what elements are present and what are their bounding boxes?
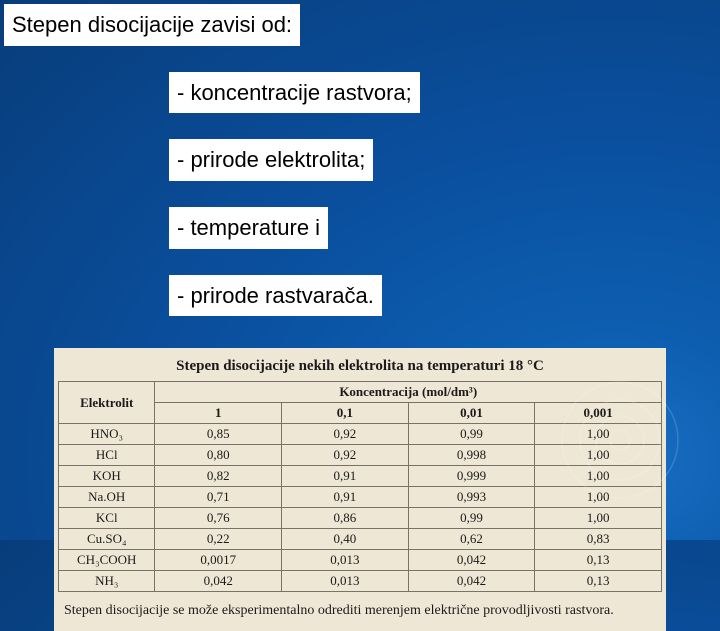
table-cell: 1,00 (535, 424, 662, 445)
table-cell: 0,91 (282, 487, 409, 508)
page-title: Stepen disocijacije zavisi od: (4, 4, 300, 46)
table-cell: 0,13 (535, 571, 662, 592)
list-item: - koncentracije rastvora; (169, 72, 420, 114)
row-label: Na.OH (59, 487, 155, 508)
data-table-container: Stepen disocijacije nekih elektrolita na… (54, 348, 666, 630)
table-row: Na.OH0,710,910,9931,00 (59, 487, 662, 508)
table-cell: 0,999 (408, 466, 535, 487)
table-cell: 0,76 (155, 508, 282, 529)
table-cell: 0,71 (155, 487, 282, 508)
row-label: KCl (59, 508, 155, 529)
table-row: KOH0,820,910,9991,00 (59, 466, 662, 487)
table-row: KCl0,760,860,991,00 (59, 508, 662, 529)
table-cell: 0,993 (408, 487, 535, 508)
table-cell: 0,82 (155, 466, 282, 487)
table-cell: 0,042 (155, 571, 282, 592)
table-cell: 0,22 (155, 529, 282, 550)
table-cell: 0,92 (282, 424, 409, 445)
table-cell: 0,013 (282, 571, 409, 592)
table-cell: 1,00 (535, 445, 662, 466)
table-header: 0,1 (282, 403, 409, 424)
table-header: 0,001 (535, 403, 662, 424)
table-cell: 1,00 (535, 466, 662, 487)
table-header: 0,01 (408, 403, 535, 424)
list-item: - prirode rastvarača. (169, 275, 382, 317)
table-cell: 0,042 (408, 571, 535, 592)
table-cell: 0,92 (282, 445, 409, 466)
table-header: 1 (155, 403, 282, 424)
data-table: Elektrolit Koncentracija (mol/dm³) 1 0,1… (58, 381, 662, 592)
table-row: HCl0,800,920,9981,00 (59, 445, 662, 466)
row-label: NH₃ (59, 571, 155, 592)
table-title: Stepen disocijacije nekih elektrolita na… (58, 352, 662, 381)
table-cell: 0,62 (408, 529, 535, 550)
list-item: - temperature i (169, 207, 328, 249)
table-cell: 0,40 (282, 529, 409, 550)
table-cell: 0,13 (535, 550, 662, 571)
table-cell: 0,0017 (155, 550, 282, 571)
table-cell: 0,99 (408, 424, 535, 445)
table-header-rowlabel: Elektrolit (59, 382, 155, 424)
table-cell: 1,00 (535, 508, 662, 529)
table-row: Cu.SO₄0,220,400,620,83 (59, 529, 662, 550)
list-item: - prirode elektrolita; (169, 139, 373, 181)
table-row: HNO₃0,850,920,991,00 (59, 424, 662, 445)
table-cell: 0,91 (282, 466, 409, 487)
row-label: Cu.SO₄ (59, 529, 155, 550)
table-caption: Stepen disocijacije se može eksperimenta… (58, 592, 662, 622)
table-cell: 0,99 (408, 508, 535, 529)
row-label: HNO₃ (59, 424, 155, 445)
table-cell: 0,80 (155, 445, 282, 466)
table-cell: 0,013 (282, 550, 409, 571)
table-header-group: Koncentracija (mol/dm³) (155, 382, 662, 403)
table-cell: 0,86 (282, 508, 409, 529)
table-cell: 0,83 (535, 529, 662, 550)
table-cell: 0,998 (408, 445, 535, 466)
table-cell: 0,042 (408, 550, 535, 571)
table-row: NH₃0,0420,0130,0420,13 (59, 571, 662, 592)
row-label: HCl (59, 445, 155, 466)
table-cell: 1,00 (535, 487, 662, 508)
table-cell: 0,85 (155, 424, 282, 445)
row-label: KOH (59, 466, 155, 487)
table-row: CH₃COOH0,00170,0130,0420,13 (59, 550, 662, 571)
row-label: CH₃COOH (59, 550, 155, 571)
